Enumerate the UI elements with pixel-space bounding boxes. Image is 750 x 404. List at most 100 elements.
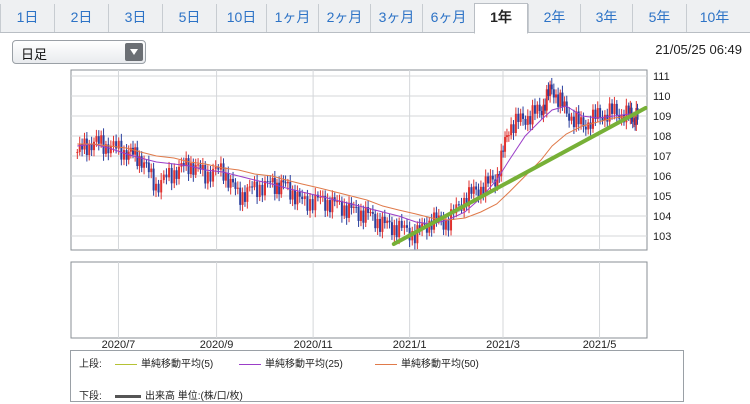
candle-body [582,117,585,127]
candle-body [352,206,355,208]
candle-body [580,117,583,125]
candle-body [596,108,599,119]
candle-body [632,118,635,122]
candle-body [565,101,568,114]
candle-body [502,150,505,152]
candle-body [400,220,403,228]
candle-body [345,205,348,218]
tab-13[interactable]: 5年 [632,4,686,32]
candle-body [131,147,134,155]
candle-body [253,181,256,188]
candle-body [568,113,571,121]
y-tick-label: 107 [653,151,671,163]
candle-body [364,206,367,223]
tab-7[interactable]: 2ヶ月 [318,4,370,32]
candle-body [591,109,594,129]
tab-3[interactable]: 3日 [108,4,162,32]
tab-11[interactable]: 2年 [528,4,580,32]
volume-panel [70,261,648,339]
y-tick-label: 106 [653,171,671,183]
tab-8[interactable]: 3ヶ月 [370,4,422,32]
y-tick-label: 110 [653,91,671,103]
y-tick-label: 104 [653,211,671,223]
candle-body [487,176,490,184]
candle-body [178,166,181,179]
candle-body [78,143,81,152]
legend-ma25: 単純移動平均(25) [239,355,343,370]
candle-body [140,156,143,168]
y-tick-label: 108 [653,131,671,143]
candle-body [561,92,564,107]
candle-body [201,164,204,170]
candle-body [467,187,470,207]
candle-body [484,176,487,196]
candle-body [248,186,251,188]
candle-body [510,124,513,136]
candle-body [212,168,215,182]
candle-body [189,163,192,175]
timestamp: 21/05/25 06:49 [655,42,742,57]
candle-body [550,84,553,90]
candle-body [145,162,148,164]
candle-body [627,105,630,118]
candle-body [500,150,503,177]
candle-body [413,231,416,244]
candle-body [112,141,115,146]
candle-body [298,191,301,197]
candle-body [333,197,336,202]
candle-body [306,196,309,211]
candle-body [587,122,590,130]
candle-body [406,225,409,228]
candle-body [289,181,292,200]
candle-body [343,205,346,216]
candle-body [547,89,550,97]
legend-lower-label: 下段: [79,391,102,402]
ma25-line [77,105,638,225]
candle-body [631,119,634,122]
candle-body [232,178,235,183]
x-tick-label: 2020/9 [200,339,234,350]
candle-body [284,182,287,184]
candle-body [362,210,365,223]
tab-5[interactable]: 10日 [216,4,266,32]
candle-body [273,177,276,194]
volume-swatch [115,394,141,398]
legend-ma50-label: 単純移動平均(50) [401,359,479,370]
candle-body [282,180,285,183]
candle-body [386,220,389,224]
candle-body [209,171,212,182]
tab-2[interactable]: 2日 [54,4,108,32]
candle-body [570,116,573,121]
candle-body [611,103,614,114]
tab-10[interactable]: 1年 [474,3,528,34]
candle-body [206,171,209,184]
candle-body [97,136,100,144]
candle-body [491,175,494,180]
candle-body [303,196,306,200]
candle-body [309,199,312,211]
candle-body [95,136,98,142]
candle-body [246,187,249,202]
candle-body [326,200,329,211]
candle-body [423,223,426,225]
candle-body [154,183,157,191]
tab-6[interactable]: 1ヶ月 [266,4,318,32]
candle-body [629,107,632,118]
chart-interval-select[interactable]: 日足 [12,40,146,64]
tab-4[interactable]: 5日 [162,4,216,32]
candle-body [465,197,468,207]
candle-body [359,210,362,221]
candle-body [418,225,421,230]
candle-body [107,144,110,154]
tab-1[interactable]: 1日 [0,4,54,32]
candle-body [217,167,220,170]
candle-body [504,137,507,152]
candle-body [76,152,79,153]
candle-body [545,89,548,111]
tab-9[interactable]: 6ヶ月 [422,4,474,32]
candle-body [376,218,379,229]
candle-body [494,179,497,187]
tab-14[interactable]: 10年 [686,4,742,32]
tab-12[interactable]: 3年 [580,4,632,32]
candle-body [524,118,527,125]
